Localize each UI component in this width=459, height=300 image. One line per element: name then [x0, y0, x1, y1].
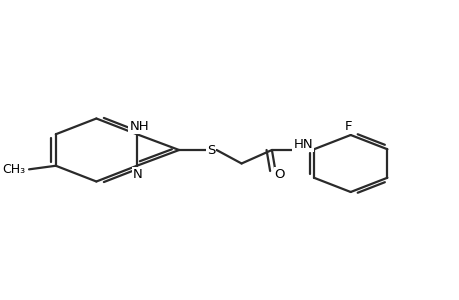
Text: F: F — [344, 120, 352, 133]
Text: N: N — [133, 168, 142, 181]
Text: CH₃: CH₃ — [2, 163, 25, 176]
Text: NH: NH — [129, 120, 149, 133]
Text: O: O — [274, 168, 285, 181]
Text: HN: HN — [293, 137, 312, 151]
Text: S: S — [207, 143, 215, 157]
